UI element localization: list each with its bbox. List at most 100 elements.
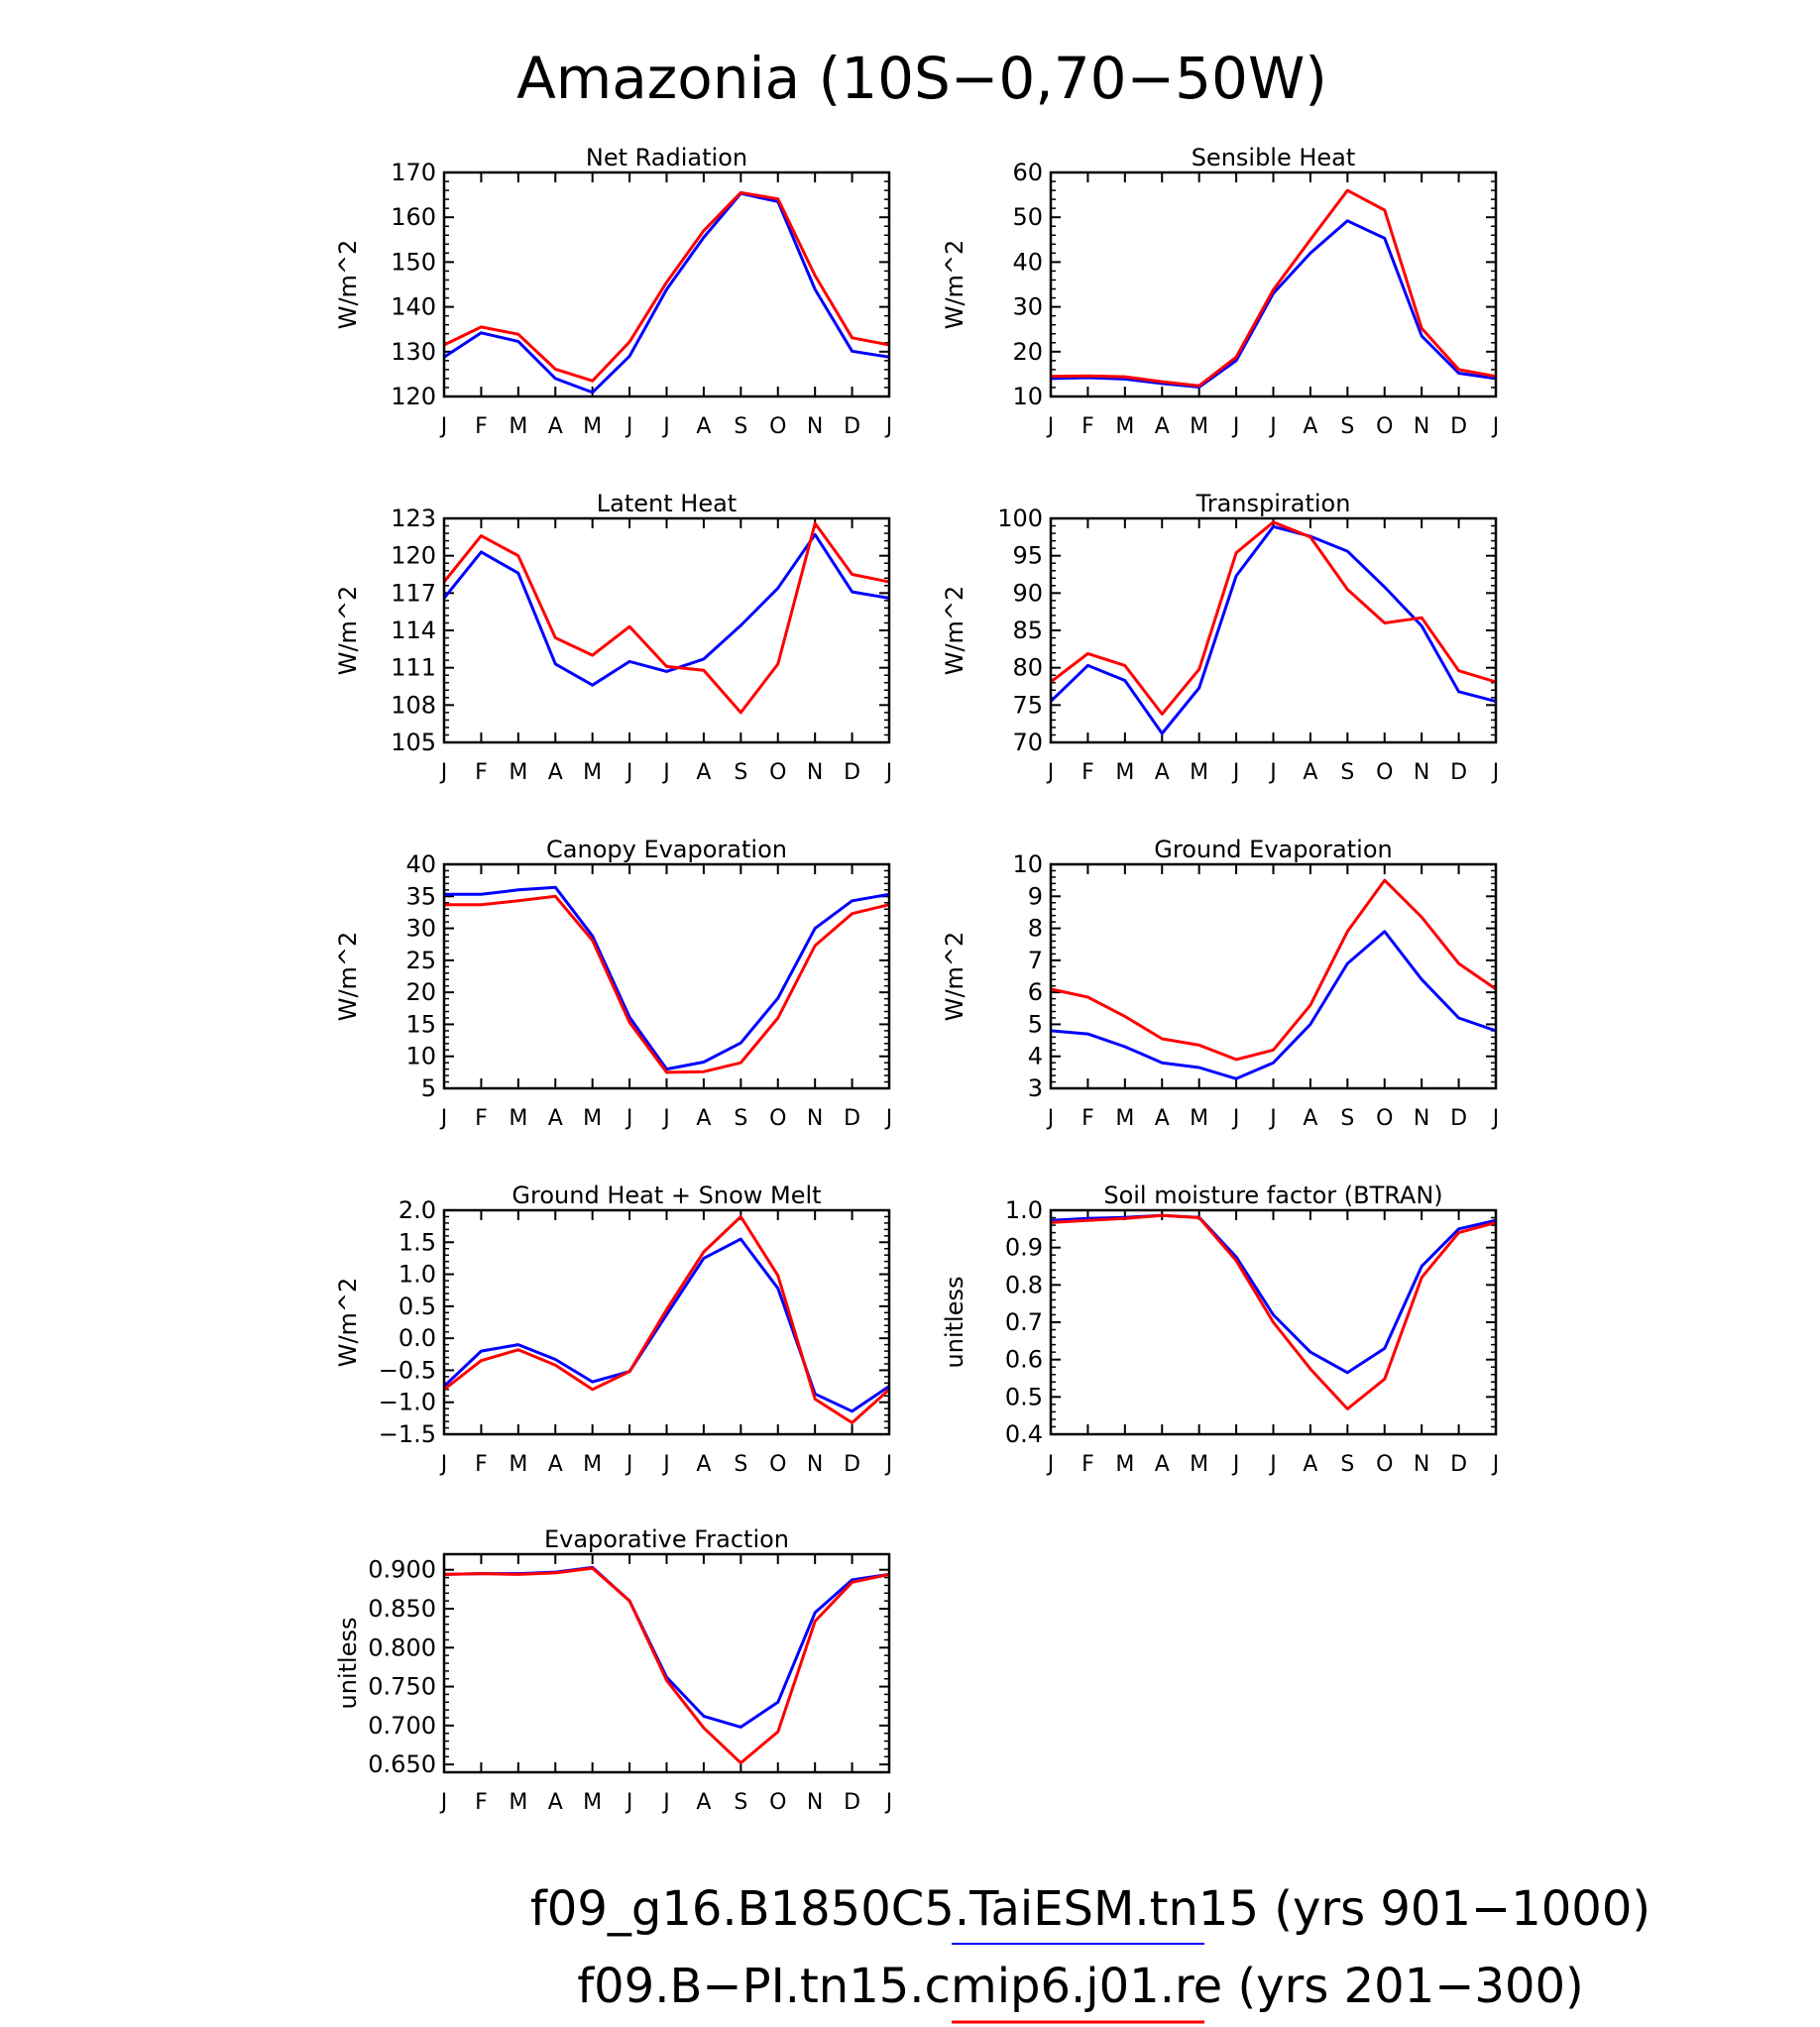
x-tick-label: O — [769, 1790, 786, 1815]
x-tick-label: M — [583, 760, 602, 785]
panel-title: Evaporative Fraction — [544, 1525, 789, 1553]
x-tick-label: J — [1046, 760, 1055, 785]
series-line-taiesm — [1049, 524, 1497, 735]
x-tick-label: J — [884, 760, 893, 785]
x-tick-label: J — [1491, 1106, 1500, 1131]
x-tick-label: A — [1155, 1452, 1170, 1477]
y-tick-label: 90 — [1012, 579, 1043, 607]
x-tick-label: F — [1081, 1452, 1094, 1477]
y-tick-label: 114 — [391, 617, 436, 644]
panel-title: Sensible Heat — [1192, 144, 1356, 171]
x-tick-label: D — [844, 1106, 860, 1131]
panel-title: Ground Heat + Snow Melt — [512, 1182, 821, 1209]
x-tick-label: J — [661, 1790, 670, 1815]
y-tick-label: 4 — [1028, 1043, 1043, 1070]
y-tick-label: 5 — [1028, 1010, 1043, 1038]
x-tick-label: F — [475, 1452, 488, 1477]
series-line-taiesm — [442, 532, 890, 687]
y-tick-label: 120 — [391, 542, 436, 570]
y-tick-label: 117 — [391, 579, 436, 607]
x-tick-label: D — [844, 1790, 860, 1815]
x-tick-label: M — [1190, 1452, 1208, 1477]
x-tick-label: O — [769, 1452, 786, 1477]
x-tick-label: M — [583, 1106, 602, 1131]
y-tick-label: 3 — [1028, 1074, 1043, 1102]
panel-7: Ground Heat + Snow Melt W/m^2 −1.5 −1.0 −0.5… — [334, 1182, 892, 1477]
y-tick-label: 0.7 — [1005, 1308, 1043, 1336]
series-line-taiesm — [444, 885, 890, 1071]
x-tick-label: D — [844, 1452, 860, 1477]
x-tick-label: N — [807, 414, 823, 439]
y-tick-label: −1.0 — [379, 1389, 436, 1416]
y-axis-label: W/m^2 — [334, 932, 362, 1022]
y-tick-label: 8 — [1028, 915, 1043, 943]
y-tick-label: 10 — [405, 1043, 436, 1070]
x-tick-label: J — [1268, 1452, 1277, 1477]
x-tick-label: S — [734, 1790, 747, 1815]
x-tick-label: J — [1268, 760, 1277, 785]
x-tick-label: M — [1190, 1106, 1208, 1131]
plot-frame — [1049, 862, 1498, 1090]
y-axis-label: W/m^2 — [334, 1278, 362, 1368]
y-axis-label: W/m^2 — [334, 240, 362, 330]
panel-title: Net Radiation — [586, 144, 747, 171]
x-tick-label: J — [1231, 760, 1240, 785]
y-tick-label: 150 — [391, 248, 436, 276]
x-tick-label: O — [1376, 760, 1393, 785]
x-tick-label: J — [625, 1452, 633, 1477]
x-tick-label: J — [884, 1106, 893, 1131]
y-tick-label: 30 — [1012, 293, 1043, 321]
x-tick-label: J — [1491, 414, 1500, 439]
y-tick-label: 20 — [405, 978, 436, 1006]
y-tick-label: 108 — [391, 691, 436, 719]
y-tick-label: 80 — [1012, 654, 1043, 682]
y-tick-label: 40 — [1012, 248, 1043, 276]
x-tick-label: O — [769, 760, 786, 785]
y-tick-label: 20 — [1012, 338, 1043, 366]
y-tick-label: 170 — [391, 159, 436, 186]
y-tick-label: 9 — [1028, 882, 1043, 910]
panel-title: Ground Evaporation — [1154, 836, 1392, 863]
y-tick-label: 85 — [1012, 617, 1043, 644]
plot-frame — [1049, 170, 1498, 398]
y-tick-label: 0.700 — [368, 1712, 436, 1740]
y-tick-label: 160 — [391, 203, 436, 231]
y-tick-label: 123 — [391, 505, 436, 532]
panel-5: Canopy Evaporation W/m^2 5 10 15 20 25 30 35 40 J F… — [334, 836, 892, 1131]
x-tick-label: A — [1155, 1106, 1170, 1131]
y-tick-label: 111 — [391, 654, 436, 682]
x-tick-label: A — [1303, 1452, 1317, 1477]
y-axis-label: unitless — [334, 1618, 362, 1710]
panel-title: Transpiration — [1195, 490, 1351, 517]
series-line-cmip6 — [443, 1215, 891, 1424]
x-tick-label: A — [1303, 414, 1317, 439]
x-tick-label: A — [548, 414, 563, 439]
y-tick-label: 75 — [1012, 691, 1043, 719]
x-tick-label: J — [625, 414, 633, 439]
x-tick-label: A — [548, 1106, 563, 1131]
y-tick-label: 2.0 — [398, 1196, 436, 1224]
y-tick-label: 15 — [405, 1010, 436, 1038]
y-tick-label: 0.650 — [368, 1750, 436, 1778]
x-tick-label: J — [661, 1452, 670, 1477]
plot-frame — [442, 1552, 891, 1774]
x-tick-label: D — [844, 414, 860, 439]
x-tick-label: A — [696, 414, 711, 439]
series-line-cmip6 — [1050, 520, 1497, 716]
x-tick-label: J — [884, 414, 893, 439]
x-tick-label: M — [509, 1106, 527, 1131]
x-tick-label: J — [661, 414, 670, 439]
series-line-cmip6 — [1050, 878, 1497, 1062]
plot-frame — [442, 862, 891, 1090]
x-tick-label: M — [1115, 1106, 1134, 1131]
y-tick-label: 35 — [405, 882, 436, 910]
x-tick-label: M — [1115, 760, 1134, 785]
x-tick-label: A — [548, 1452, 563, 1477]
series-line-cmip6 — [442, 521, 890, 715]
series-line-taiesm — [443, 1565, 890, 1729]
panel-8: Soil moisture factor (BTRAN) unitless 0.4 0… — [941, 1182, 1499, 1477]
x-tick-label: N — [807, 760, 823, 785]
x-tick-label: D — [1450, 760, 1467, 785]
